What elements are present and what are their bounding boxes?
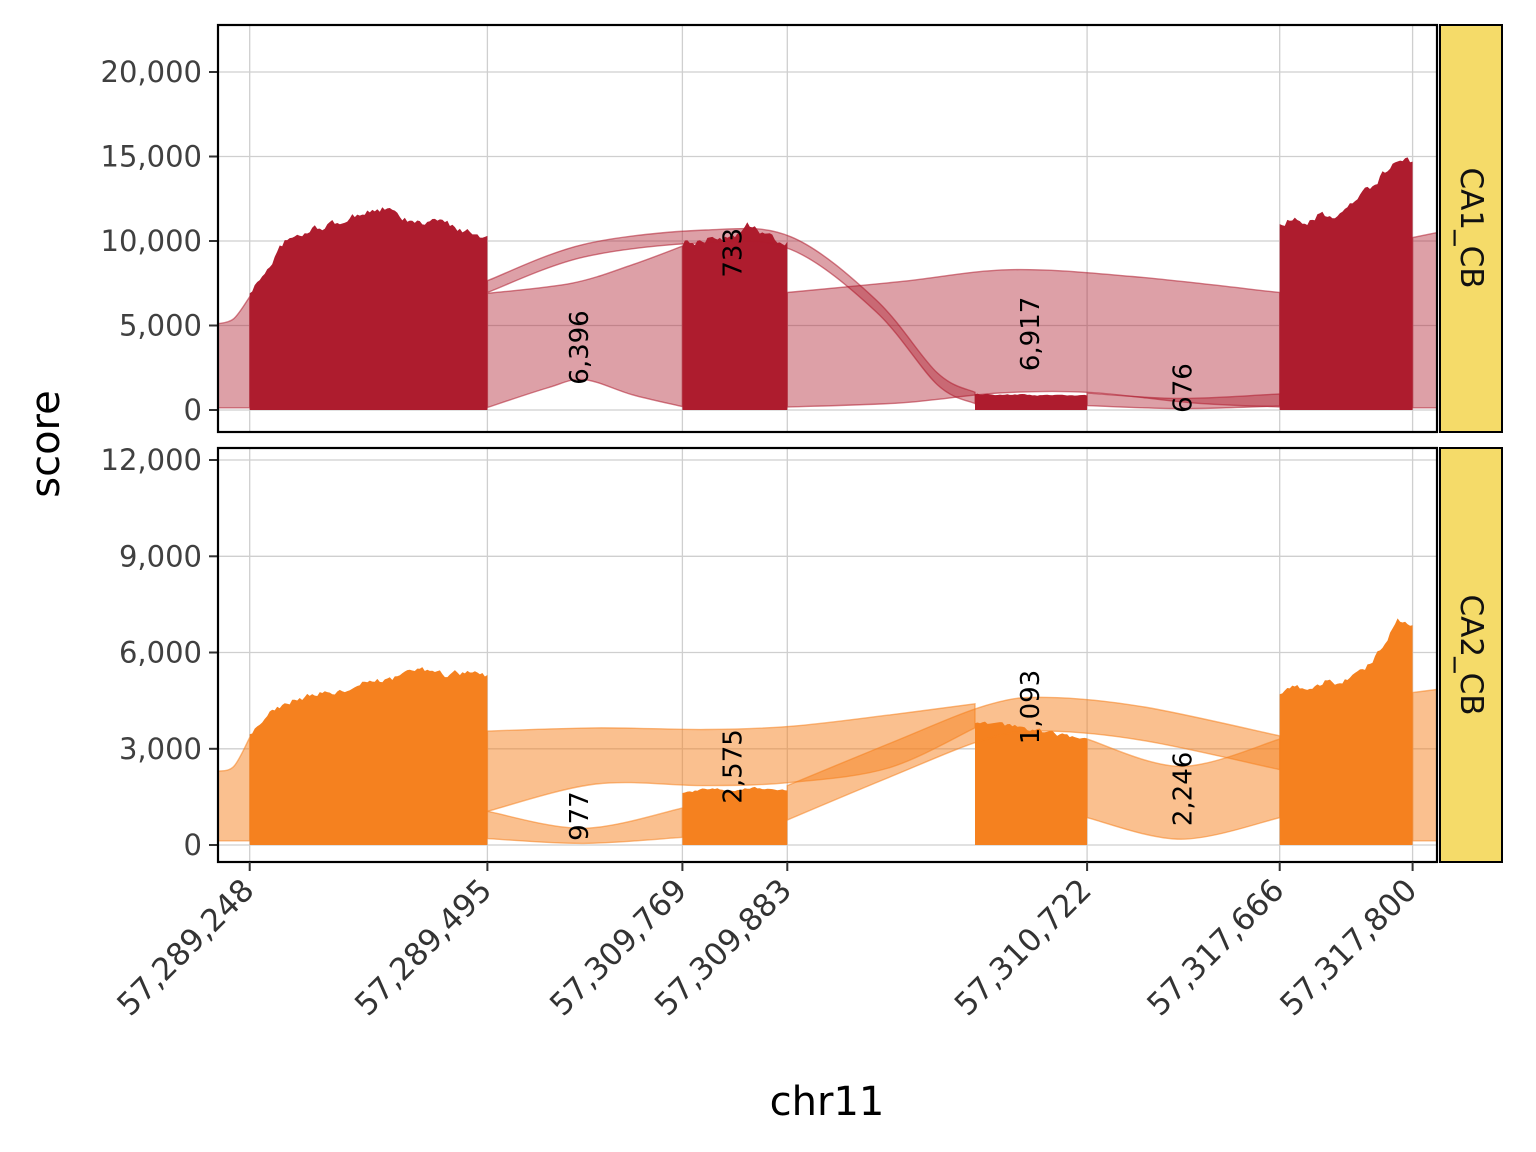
- facet-strip-label-ca2-cb: CA2_CB: [1453, 594, 1489, 716]
- facet-strip-label-ca1-cb: CA1_CB: [1453, 167, 1489, 289]
- link-label: 6,917: [1016, 297, 1046, 371]
- y-tick-label: 3,000: [119, 732, 202, 766]
- x-tick-label: 57,289,495: [348, 872, 499, 1023]
- y-tick-label: 20,000: [101, 55, 202, 89]
- link-label: 2,575: [719, 729, 749, 803]
- facet-strip: [1439, 24, 1503, 433]
- link-ribbon: [486, 807, 684, 845]
- y-tick-label: 0: [184, 828, 202, 862]
- y-tick-label: 10,000: [101, 224, 202, 258]
- edge-band: [1411, 231, 1438, 409]
- x-axis: 57,289,248 57,289,495 57,309,76957,309,883…: [110, 862, 1424, 1023]
- peak-area: [975, 393, 1088, 410]
- y-tick-label: 6,000: [119, 636, 202, 670]
- x-tick-label: 57,289,248: [110, 872, 261, 1023]
- edge-band: [217, 294, 251, 409]
- link-ribbon: [486, 245, 684, 409]
- panel-border: [216, 446, 1439, 864]
- y-tick-label: 12,000: [101, 443, 202, 477]
- x-tick-label: 57,317,800: [1273, 872, 1424, 1023]
- link-label: 2,246: [1168, 752, 1198, 826]
- link-label: 733: [719, 228, 749, 278]
- edge-band: [1411, 688, 1438, 842]
- link-label: 676: [1168, 363, 1198, 413]
- edge-band: [217, 737, 251, 842]
- link-ribbon: [1086, 738, 1281, 840]
- link-label: 6,396: [565, 310, 595, 384]
- link-ribbon: [486, 227, 976, 405]
- x-axis-title: chr11: [769, 1079, 885, 1125]
- y-tick-label: 9,000: [119, 539, 202, 573]
- y-tick-label: 5,000: [119, 309, 202, 343]
- link-ribbon: [1086, 392, 1281, 410]
- peak-area: [682, 786, 788, 845]
- x-tick-label: 57,317,666: [1140, 872, 1291, 1023]
- peak-area: [1279, 618, 1413, 845]
- facet-panel-CA1_CB: 6,396 733 6,917 676 0 5,000 10,000 15,000 20,000: [101, 23, 1503, 434]
- peak-area: [249, 667, 488, 845]
- y-axis-title: score: [23, 390, 69, 498]
- x-tick-label: 57,310,722: [948, 872, 1099, 1023]
- peak-area: [1279, 157, 1413, 410]
- peak-area: [249, 207, 488, 410]
- link-label: 977: [565, 791, 595, 841]
- link-label: 1,093: [1016, 670, 1046, 744]
- y-tick-label: 0: [184, 393, 202, 427]
- y-tick-label: 15,000: [101, 140, 202, 174]
- peak-area: [682, 222, 788, 410]
- facet-panel-CA2_CB: 977 2,575 1,093 2,246 0 3,000 6,000 9,000 12,000: [101, 443, 1503, 864]
- peak-area: [975, 721, 1088, 845]
- facet-strip: [1439, 447, 1503, 863]
- panel-border: [216, 23, 1439, 434]
